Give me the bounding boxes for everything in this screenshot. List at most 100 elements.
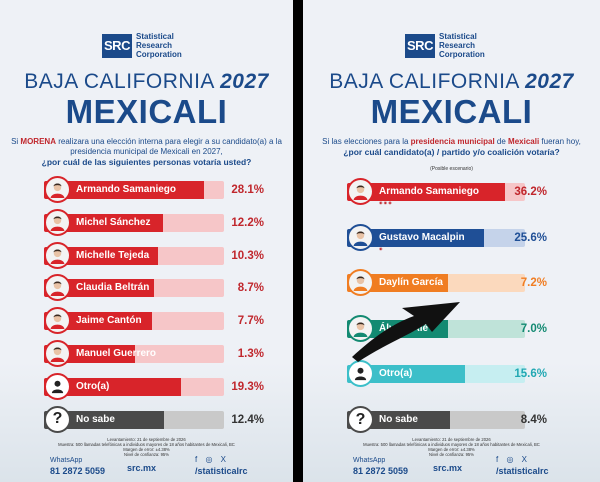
logo-line-3: Corporation [136,50,182,59]
right-panel: SRC Statistical Research Corporation BAJ… [303,0,600,482]
bar [44,410,164,429]
category-label: Otro(a) [379,368,413,380]
logo-text: Statistical Research Corporation [136,32,182,59]
survey-question: Si MORENA realizara una elección interna… [11,137,282,167]
chart-row: Armando Samaniego 28.1% [44,176,266,203]
bar [347,228,485,247]
chart-row: Otro(a) 19.3% [44,372,266,400]
value-label: 8.7% [237,282,264,295]
bar [347,365,465,384]
category-label: Gustavo Macalpin [379,231,465,243]
social-handle: /statisticalrc [195,466,248,476]
candidate-photo-icon [347,223,374,251]
value-label: 15.6% [514,368,547,381]
left-panel: SRC Statistical Research Corporation BAJ… [0,0,293,482]
chart-row: Otro(a) 15.6% [347,360,549,388]
value-label: 25.6% [514,231,547,244]
candidate-photo-icon [44,208,71,236]
methodology-note: Levantamiento: 21 de septiembre de 2026 M… [363,437,540,457]
survey-question: Si las elecciones para la presidencia mu… [322,137,581,157]
chart-row: Jaime Cantón 7.7% [44,307,266,335]
phone-number: 81 2872 5059 [50,466,106,476]
whatsapp-label: WhatsApp [50,457,83,464]
value-label: 7.0% [520,322,547,335]
bar [44,246,159,265]
bar [44,181,204,199]
chart-row: ? No sabe 8.4% [347,406,549,433]
chart-row: Claudia Beltrán 8.7% [44,274,266,302]
logo-line-1: Statistical [136,32,174,41]
candidate-photo-icon [44,340,71,367]
logo-mark: SRC [102,33,132,58]
region-title: BAJA CALIFORNIA 2027 [24,70,269,93]
person-icon [44,372,71,400]
logo-line-2: Research [136,41,173,50]
logo-mark: SRC [405,33,435,58]
candidate-photo-icon [347,314,374,342]
party-logos-icon: ◉ [379,245,383,251]
chart-row: ? No sabe 12.4% [44,405,266,433]
logo-line-3: Corporation [439,50,485,59]
social-handle: /statisticalrc [496,466,549,476]
region-title: BAJA CALIFORNIA 2027 [329,70,574,93]
candidate-photo-icon [44,241,71,269]
value-label: 7.7% [237,315,264,328]
chart-row: Michel Sánchez 12.2% [44,208,266,236]
value-label: 12.2% [231,216,264,229]
category-label: Jaime Cantón [76,315,142,327]
question-icon: ? [347,406,374,433]
cursor-arrow-icon [352,302,460,362]
value-label: 19.3% [231,380,264,393]
methodology-note: Levantamiento: 21 de septiembre de 2026 M… [58,437,235,457]
value-label: 12.4% [231,413,264,426]
category-label: Claudia Beltrán [76,282,150,294]
scenario-note: (Posible escenario) [430,166,473,172]
candidate-photo-icon [44,274,71,302]
city-title: MEXICALI [65,93,228,130]
chart-row: Manuel Guerrero 1.3% [44,340,266,367]
category-label: No sabe [76,413,115,425]
bar [44,312,152,331]
category-label: Armando Samaniego [379,186,480,197]
value-label: 10.3% [231,249,264,262]
bar [44,213,164,232]
category-label: Armando Samaniego [76,184,177,195]
candidate-photo-icon [347,269,374,297]
chart-row: Daylín García 7.2% [347,269,549,297]
value-label: 7.2% [520,277,547,290]
bar [347,183,505,201]
social-icons[interactable]: f ◎ X [195,455,229,464]
bar [44,279,155,298]
value-label: 1.3% [237,348,264,360]
party-logos-icon: ◉ ◉ ◉ [379,200,392,205]
candidate-photo-icon [44,307,71,335]
question-icon: ? [44,405,71,433]
social-icons[interactable]: f ◎ X [496,455,530,464]
value-label: 8.4% [520,414,547,426]
whatsapp-label: WhatsApp [353,457,386,464]
src-logo: SRC Statistical Research Corporation [102,32,182,59]
category-label: Otro(a) [76,380,110,392]
bar [44,377,182,396]
candidate-photo-icon [44,176,71,203]
src-logo: SRC Statistical Research Corporation [405,32,485,59]
website-link[interactable]: src.mx [127,463,157,473]
category-label: No sabe [379,414,418,425]
logo-line-1: Statistical [439,32,477,41]
value-label: 36.2% [514,186,547,198]
chart-row: Michelle Tejeda 10.3% [44,241,266,269]
logo-line-2: Research [439,41,476,50]
category-label: Manuel Guerrero [76,348,157,359]
chart-row: Armando Samaniego ◉ ◉ ◉ 36.2% [347,178,549,205]
city-title: MEXICALI [370,93,533,130]
website-link[interactable]: src.mx [433,463,463,473]
category-label: Michelle Tejeda [76,249,150,261]
chart-row: Gustavo Macalpin ◉ 25.6% [347,223,549,251]
category-label: Michel Sánchez [76,216,151,228]
value-label: 28.1% [231,184,264,196]
phone-number: 81 2872 5059 [353,466,409,476]
logo-text: Statistical Research Corporation [439,32,485,59]
category-label: Daylín García [379,277,443,289]
person-icon [347,360,374,388]
candidate-photo-icon [347,178,374,205]
